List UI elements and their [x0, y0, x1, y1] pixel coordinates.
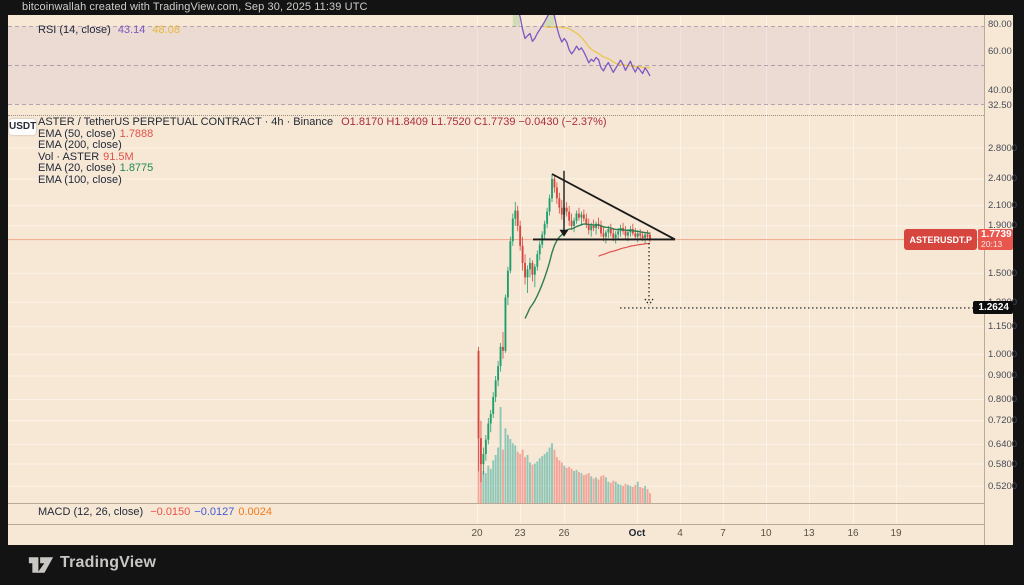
rsi-axis-label: 80.00	[988, 19, 1012, 30]
price-axis-label: 1.9000	[988, 220, 1018, 232]
time-axis-label: 26	[558, 528, 570, 539]
indicator-label: EMA (100, close)	[38, 173, 122, 186]
macd-label: MACD (12, 26, close)	[38, 506, 144, 518]
price-axis-label: 2.8000	[988, 142, 1018, 154]
price-axis-label: 2.1000	[988, 200, 1018, 212]
price-axis-label: 2.4000	[988, 173, 1018, 185]
rsi-label: RSI (14, close)	[38, 24, 111, 36]
price-axis-label: 0.7200	[988, 415, 1018, 427]
indicator-value: 1.8775	[119, 162, 154, 175]
legend-indicator-row[interactable]: EMA (100, close)	[38, 173, 607, 187]
ohlc-readout: O1.8170 H1.8409 L1.7520 C1.7739 −0.0430 …	[341, 116, 607, 128]
footer-bar: TradingView	[0, 545, 1024, 585]
time-axis-label: 10	[760, 528, 772, 539]
attribution-bar: bitcoinwallah created with TradingView.c…	[0, 0, 1024, 15]
legend-indicator-row[interactable]: EMA (20, close) 1.8775	[38, 163, 607, 175]
time-axis-label: Oct	[628, 528, 646, 539]
symbol-title: ASTER / TetherUS PERPETUAL CONTRACT · 4h…	[38, 116, 334, 128]
price-axis-label: 0.6400	[988, 438, 1018, 450]
indicator-label: Vol · ASTER	[38, 150, 100, 163]
attribution-text: bitcoinwallah created with TradingView.c…	[22, 1, 368, 13]
time-axis-label: 13	[803, 528, 815, 539]
chart-area[interactable]: RSI (14, close) 43.14 48.08 ASTER / Teth…	[8, 15, 1017, 545]
time-axis-label: 19	[890, 528, 902, 539]
time-axis-label: 7	[720, 528, 726, 539]
time-axis-label: 16	[847, 528, 859, 539]
symbol-chip: ASTERUSDT.P	[904, 229, 977, 251]
rsi-axis-label: 40.00	[988, 85, 1012, 96]
price-axis-label: 1.0000	[988, 349, 1018, 361]
target-price-tag: 1.2624	[973, 300, 1013, 314]
price-axis-label: 0.5200	[988, 480, 1018, 492]
price-axis-label: 0.5800	[988, 458, 1018, 470]
price-axis-label: 0.9000	[988, 370, 1018, 382]
last-price-value: 1.7739	[981, 229, 1012, 241]
rsi-axis-label: 60.00	[988, 46, 1012, 57]
indicator-label: EMA (20, close)	[38, 162, 116, 175]
time-axis-label: 23	[514, 528, 526, 539]
legend-indicator-row[interactable]: EMA (50, close) 1.7888	[38, 127, 607, 141]
price-axis-label: 0.8000	[988, 394, 1018, 406]
price-chart-plot[interactable]	[8, 15, 984, 545]
tradingview-logo-icon[interactable]	[28, 553, 54, 577]
macd-value: −0.0127	[194, 506, 235, 518]
time-axis[interactable]: 20 23 26 Oct 4 7 10 13 16 19	[8, 524, 984, 545]
indicator-label: EMA (200, close)	[38, 139, 122, 152]
last-price-tag: ASTERUSDT.P 1.7739 20:13	[904, 229, 1013, 251]
macd-pane-separator-top[interactable]	[8, 503, 984, 504]
symbol-legend[interactable]: ASTER / TetherUS PERPETUAL CONTRACT · 4h…	[38, 116, 607, 187]
rsi-value: 43.14	[117, 24, 146, 36]
currency-toggle-button[interactable]: USDT	[9, 119, 36, 135]
bar-countdown: 20:13	[981, 239, 1003, 250]
rsi-legend[interactable]: RSI (14, close) 43.14 48.08	[38, 24, 180, 36]
macd-pane-separator-bottom[interactable]	[8, 524, 984, 525]
price-axis-separator	[984, 15, 985, 545]
macd-legend[interactable]: MACD (12, 26, close) −0.0150 −0.0127 0.002…	[38, 506, 272, 518]
price-axis-label: 1.5000	[988, 267, 1018, 279]
legend-indicator-row[interactable]: Vol · ASTER 91.5M	[38, 150, 607, 164]
legend-indicator-row[interactable]: EMA (200, close)	[38, 139, 607, 152]
indicator-value: 1.7888	[119, 127, 154, 140]
indicator-label: EMA (50, close)	[38, 127, 116, 140]
indicator-value: 91.5M	[103, 150, 134, 163]
rsi-axis-label: 32.50	[988, 100, 1012, 111]
macd-value: −0.0150	[150, 506, 191, 518]
tradingview-brand[interactable]: TradingView	[60, 554, 157, 571]
time-axis-label: 4	[677, 528, 683, 539]
rsi-ma-value: 48.08	[152, 24, 180, 36]
price-axis-label: 1.1500	[988, 321, 1018, 333]
rsi-pane-separator[interactable]	[8, 115, 984, 116]
symbol-row: ASTER / TetherUS PERPETUAL CONTRACT · 4h…	[38, 116, 607, 129]
time-axis-label: 20	[471, 528, 483, 539]
macd-value: 0.0024	[238, 506, 273, 518]
